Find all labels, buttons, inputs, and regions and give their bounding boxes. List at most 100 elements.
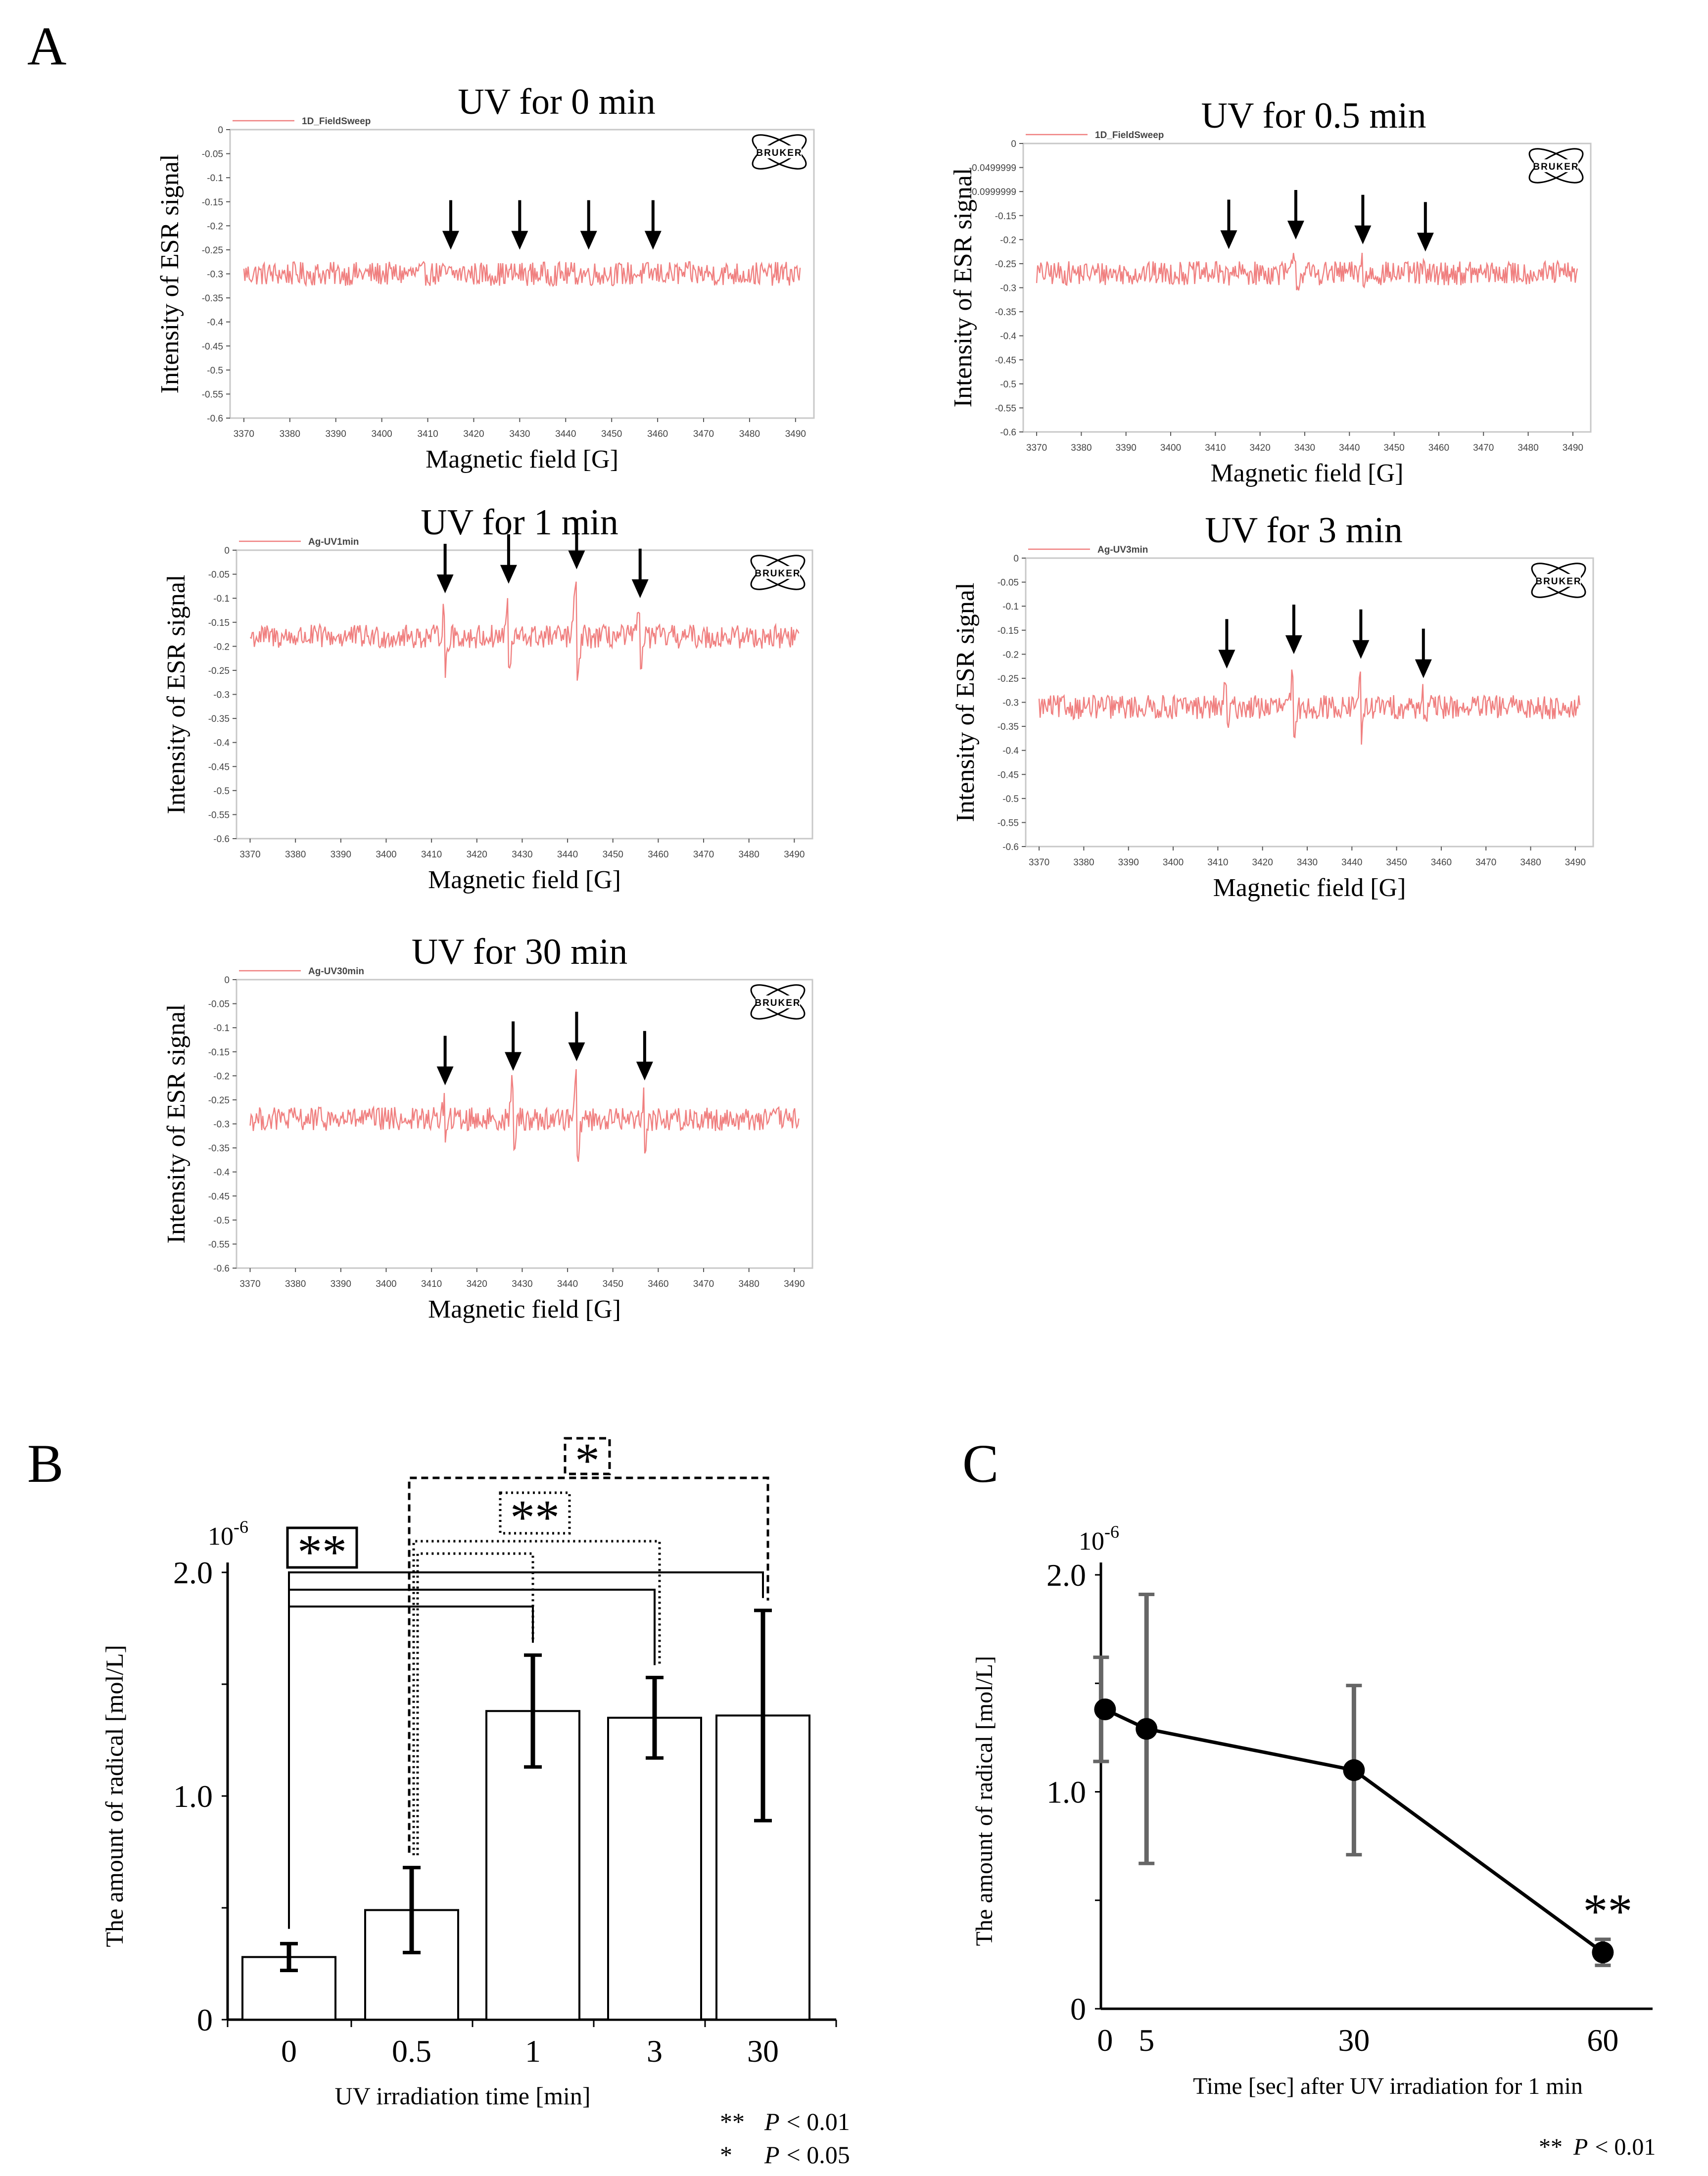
- x-tick-label: 3410: [421, 850, 442, 860]
- x-tick-label: 3420: [467, 1279, 487, 1289]
- down-arrow-icon: [1285, 605, 1302, 655]
- y-tick-label: -0.25: [208, 666, 230, 676]
- significance-bracket: [408, 1476, 769, 1853]
- significance-bracket: [416, 1552, 534, 1855]
- arrow-head: [505, 1052, 522, 1071]
- y-tick-label: -0.05: [997, 578, 1019, 588]
- x-tick-label: 3370: [234, 429, 254, 439]
- data-point: [1094, 1698, 1116, 1720]
- arrow-head: [436, 574, 454, 594]
- logo-band: [756, 566, 800, 579]
- y-exponent-power: -6: [1104, 1522, 1119, 1542]
- x-tick-label: 3490: [784, 1279, 805, 1289]
- x-tick-label: 5: [1139, 2023, 1154, 2058]
- y-tick-label: -0.4: [213, 1168, 230, 1178]
- down-arrow-icon: [1415, 628, 1432, 678]
- x-tick-label: 0: [1097, 2023, 1113, 2058]
- x-tick-label: 3450: [603, 1279, 623, 1289]
- bruker-logo-icon: BRUKER: [752, 134, 807, 170]
- x-tick-label: 3370: [239, 1279, 260, 1289]
- x-tick-label: 30: [1338, 2023, 1370, 2058]
- x-tick-label: 3490: [784, 850, 805, 860]
- x-tick-label: 3390: [1116, 443, 1137, 453]
- arrow-head: [1417, 233, 1434, 252]
- logo-orbit: [752, 134, 807, 170]
- y-tick-label: -0.1: [207, 173, 223, 184]
- footnote-p: P: [764, 2141, 780, 2169]
- y-tick-label: -0.6: [207, 414, 223, 424]
- down-arrow-icon: [580, 200, 597, 250]
- y-tick-label: 0: [224, 975, 230, 986]
- y-tick-label: -0.45: [995, 355, 1016, 366]
- x-tick-label: 3430: [512, 850, 532, 860]
- x-axis-label: UV irradiation time [min]: [334, 2082, 590, 2110]
- significance-label: **: [1583, 1884, 1632, 1939]
- x-tick-label: 3470: [693, 429, 714, 439]
- down-arrow-icon: [511, 200, 528, 250]
- y-axis-label: The amount of radical [mol/L]: [971, 1656, 997, 1946]
- logo-orbit: [750, 555, 806, 590]
- x-tick-label: 3440: [555, 429, 576, 439]
- x-tick-label: 3470: [693, 850, 714, 860]
- x-tick-label: 3440: [1339, 443, 1360, 453]
- arrow-head: [436, 1066, 454, 1086]
- down-arrow-icon: [436, 1036, 454, 1086]
- x-tick-label: 3440: [557, 850, 578, 860]
- x-axis-label: Magnetic field [G]: [428, 1295, 621, 1324]
- x-axis-label: Magnetic field [G]: [1211, 459, 1404, 487]
- logo-text: BRUKER: [755, 998, 801, 1008]
- logo-orbit: [1531, 563, 1586, 598]
- y-tick-label: -0.5: [1002, 794, 1019, 804]
- arrow-head: [580, 231, 597, 250]
- y-tick-label: -0.35: [208, 1143, 230, 1154]
- y-tick-label: -0.15: [208, 1047, 230, 1058]
- x-tick-label: 3400: [371, 429, 392, 439]
- down-arrow-icon: [1352, 609, 1370, 659]
- y-tick-label: -0.55: [202, 389, 223, 400]
- significance-bracket: [412, 1540, 661, 1855]
- y-tick-label: -0.5: [213, 1216, 230, 1226]
- x-tick-label: 1: [525, 2034, 541, 2069]
- y-tick-label: 1.0: [173, 1779, 213, 1814]
- y-tick-label: 0: [224, 546, 230, 556]
- y-tick-label: -0.2: [1002, 650, 1019, 660]
- footnote-stars: **: [1539, 2134, 1563, 2160]
- x-tick-label: 3420: [467, 850, 487, 860]
- y-tick-label: -0.4: [207, 318, 223, 328]
- x-tick-label: 3410: [421, 1279, 442, 1289]
- y-tick-label: -0.6: [213, 1264, 230, 1274]
- y-tick-label: -0.1: [213, 1023, 230, 1034]
- y-tick-label: -0.3: [1002, 698, 1019, 709]
- chart-title: UV for 0 min: [458, 82, 655, 122]
- arrow-head: [636, 1061, 653, 1081]
- x-tick-label: 3420: [1252, 857, 1273, 868]
- x-axis-label: Magnetic field [G]: [1213, 874, 1406, 902]
- x-axis-label: Magnetic field [G]: [428, 866, 621, 894]
- y-tick-label: -0.6: [213, 834, 230, 845]
- x-tick-label: 3400: [376, 850, 396, 860]
- x-tick-label: 3420: [1250, 443, 1271, 453]
- legend-label: Ag-UV1min: [308, 537, 359, 547]
- down-arrow-icon: [442, 200, 459, 250]
- down-arrow-icon: [636, 1031, 653, 1081]
- logo-orbit: [1528, 148, 1584, 184]
- x-tick-label: 3400: [376, 1279, 396, 1289]
- arrow-head: [568, 1042, 585, 1061]
- x-tick-label: 3480: [739, 850, 759, 860]
- esr-chart-a5: 0 -0.05 -0.1 -0.15 -0.2 -0.25 -0.3 -0.35 -0.4 -0.…: [162, 932, 813, 1324]
- x-tick-label: 3440: [1341, 857, 1362, 868]
- logo-text: BRUKER: [756, 148, 802, 158]
- y-tick-label: -0.35: [997, 722, 1019, 732]
- plot-frame: [236, 549, 813, 840]
- logo-orbit: [1528, 148, 1584, 184]
- data-point: [1592, 1941, 1614, 1963]
- data-point: [1136, 1718, 1158, 1740]
- y-tick-label: 0: [197, 2002, 213, 2037]
- y-tick-label: -0.2: [1000, 235, 1016, 245]
- logo-band: [756, 995, 800, 1008]
- y-tick-label: -0.05: [202, 149, 223, 160]
- arrow-head: [1287, 221, 1304, 240]
- footnote-p: P: [1573, 2134, 1588, 2160]
- x-tick-label: 3400: [1163, 857, 1184, 868]
